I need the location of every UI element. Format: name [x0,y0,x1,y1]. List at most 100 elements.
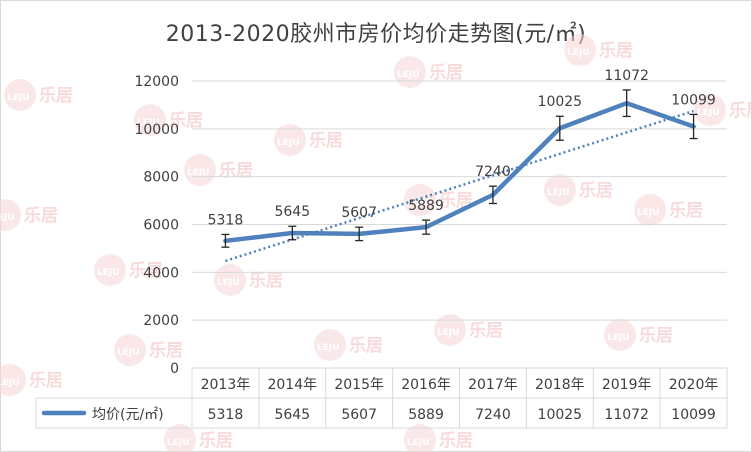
leju-logo-text: LEJU [437,328,460,338]
data-label: 5889 [408,198,444,214]
data-labels: 5318 5645 5607 5889 7240 10025 11072 10099 [208,68,716,228]
legend-label: 均价(元/㎡) [92,407,164,423]
table-cell-value: 5318 [208,407,244,423]
trendline [225,109,694,263]
leju-watermark: LEJU 乐居 [404,184,473,216]
leju-watermark: LEJU 乐居 [134,104,203,136]
leju-logo-circle [434,314,466,346]
leju-watermark: LEJU 乐居 [694,94,752,126]
leju-logo-circle [4,79,36,111]
y-tick-label: 4000 [143,265,179,281]
leju-logo-text: LEJU [0,213,15,223]
leju-brand-text: 乐居 [169,111,203,131]
leju-watermark: LEJU 乐居 [114,334,183,366]
table-cell-value: 5607 [341,407,377,423]
table-cell-value: 5645 [274,407,310,423]
leju-brand-text: 乐居 [469,321,503,341]
leju-logo-text: LEJU [137,118,160,128]
leju-brand-text: 乐居 [129,261,163,281]
leju-logo-text: LEJU [547,188,570,198]
leju-watermark: LEJU 乐居 [434,314,503,346]
leju-logo-text: LEJU [0,378,20,388]
series-line [223,100,696,244]
leju-logo-circle [0,199,21,231]
error-bar [422,219,431,235]
leju-logo-text: LEJU [397,70,420,80]
error-bar [689,113,698,140]
leju-brand-text: 乐居 [24,206,58,226]
leju-logo-circle [94,254,126,286]
leju-logo-circle [0,364,26,396]
error-bar [355,226,364,242]
leju-watermark: LEJU 乐居 [564,34,633,66]
error-bars [221,89,698,248]
leju-watermark: LEJU 乐居 [214,264,283,296]
leju-brand-text: 乐居 [439,431,473,451]
leju-logo-circle [394,56,426,88]
leju-brand-text: 乐居 [669,201,703,221]
y-tick-label: 10000 [134,122,179,138]
leju-watermark: LEJU 乐居 [0,199,58,231]
leju-logo-text: LEJU [217,278,240,288]
leju-brand-text: 乐居 [729,101,752,121]
leju-watermark: LEJU 乐居 [404,424,473,452]
leju-brand-text: 乐居 [199,431,233,451]
y-tick-label: 2000 [143,313,179,329]
leju-watermark: LEJU 乐居 [314,329,383,361]
leju-logo-text: LEJU [697,108,720,118]
x-category-label: 2019年 [602,377,652,393]
leju-brand-text: 乐居 [309,131,343,151]
table-cell-value: 11072 [604,407,649,423]
leju-logo-text: LEJU [407,438,430,448]
y-tick-label: 12000 [134,74,179,90]
leju-watermark: LEJU 乐居 [164,424,233,452]
x-category-label: 2020年 [669,377,719,393]
error-bar [622,89,631,118]
leju-logo-circle [274,124,306,156]
leju-logo-circle [604,319,636,351]
leju-watermark: LEJU 乐居 [4,79,73,111]
data-label: 5645 [274,204,310,220]
leju-logo-text: LEJU [277,138,300,148]
leju-logo-circle [134,104,166,136]
leju-watermark: LEJU 乐居 [394,56,463,88]
watermark-layer: LEJU 乐居 LEJU 乐居 LEJU 乐居 LEJU 乐居 LEJU 乐居 LEJU 乐居 LEJU… [0,34,752,452]
data-label: 11072 [604,68,649,84]
leju-watermark: LEJU 乐居 [274,124,343,156]
x-category-label: 2016年 [401,377,451,393]
leju-logo-circle [114,334,146,366]
leju-logo-circle [404,424,436,452]
leju-brand-text: 乐居 [219,161,253,181]
leju-watermark: LEJU 乐居 [604,319,673,351]
leju-logo-text: LEJU [407,198,430,208]
data-label: 5318 [208,212,244,228]
leju-brand-text: 乐居 [599,41,633,61]
error-bar [221,233,230,248]
leju-brand-text: 乐居 [349,336,383,356]
leju-brand-text: 乐居 [29,371,63,391]
leju-brand-text: 乐居 [439,191,473,211]
leju-logo-text: LEJU [567,48,590,58]
x-category-label: 2014年 [267,377,317,393]
leju-logo-text: LEJU [97,268,120,278]
data-label: 7240 [475,164,511,180]
y-tick-label: 6000 [143,218,179,234]
leju-watermark: LEJU 乐居 [634,194,703,226]
trendline-path [225,109,694,263]
leju-logo-circle [634,194,666,226]
table-cell-value: 10025 [538,407,583,423]
error-bar [288,225,297,241]
series-layer [223,100,696,244]
table-cell-value: 5889 [408,407,444,423]
y-axis-ticks: 0 2000 4000 6000 8000 10000 12000 [134,74,179,377]
x-category-label: 2017年 [468,377,518,393]
leju-logo-circle [694,94,726,126]
leju-logo-text: LEJU [117,348,140,358]
data-label: 10099 [671,92,716,108]
leju-logo-circle [404,184,436,216]
leju-brand-text: 乐居 [249,271,283,291]
leju-watermark: LEJU 乐居 [184,154,253,186]
leju-logo-text: LEJU [167,438,190,448]
leju-watermark: LEJU 乐居 [0,364,63,396]
